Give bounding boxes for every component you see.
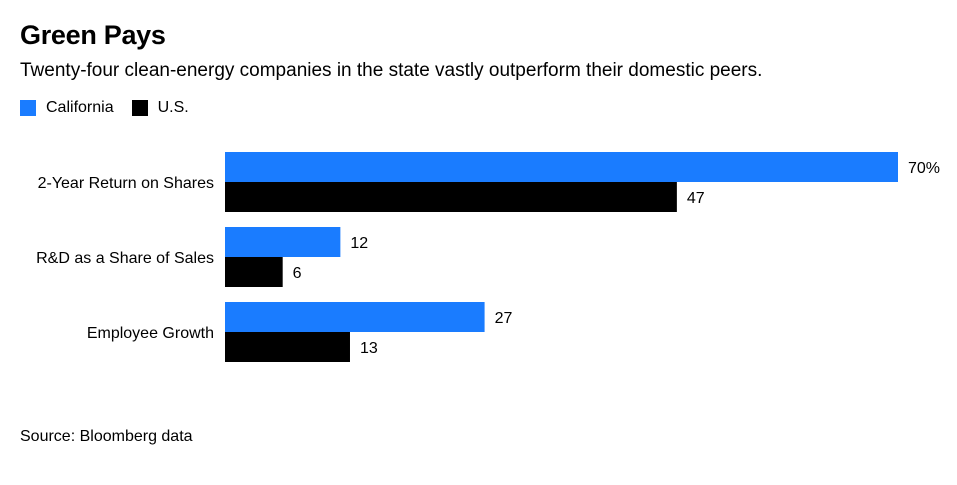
data-label-california-2-year-return-on-shares: 70%: [908, 160, 940, 177]
bar-u-s-r-d-as-a-share-of-sales: [225, 257, 283, 287]
source-note: Source: Bloomberg data: [20, 428, 193, 445]
legend-label-california: California: [46, 99, 114, 116]
legend-swatch-california: [20, 100, 36, 116]
legend-swatch-us: [131, 100, 148, 116]
bar-u-s-employee-growth: [225, 332, 350, 362]
bar-california-2-year-return-on-shares: [225, 152, 898, 182]
category-label-r-d-as-a-share-of-sales: R&D as a Share of Sales: [36, 250, 214, 267]
bar-california-r-d-as-a-share-of-sales: [225, 227, 341, 257]
data-label-california-employee-growth: 27: [495, 310, 513, 327]
chart-subtitle: Twenty-four clean-energy companies in th…: [20, 60, 763, 81]
category-label-employee-growth: Employee Growth: [87, 325, 214, 342]
legend-label-us: U.S.: [157, 99, 189, 116]
category-label-2-year-return-on-shares: 2-Year Return on Shares: [38, 175, 214, 192]
chart-title: Green Pays: [20, 20, 166, 50]
legend-item-california: California: [20, 99, 114, 117]
data-label-u-s-employee-growth: 13: [360, 340, 378, 357]
data-label-u-s-2-year-return-on-shares: 47: [687, 190, 705, 207]
data-label-california-r-d-as-a-share-of-sales: 12: [350, 235, 368, 252]
legend: California U.S.: [20, 99, 207, 117]
bar-u-s-2-year-return-on-shares: [225, 182, 677, 212]
bar-california-employee-growth: [225, 302, 485, 332]
data-label-u-s-r-d-as-a-share-of-sales: 6: [293, 265, 302, 282]
legend-item-us: U.S.: [131, 99, 189, 117]
